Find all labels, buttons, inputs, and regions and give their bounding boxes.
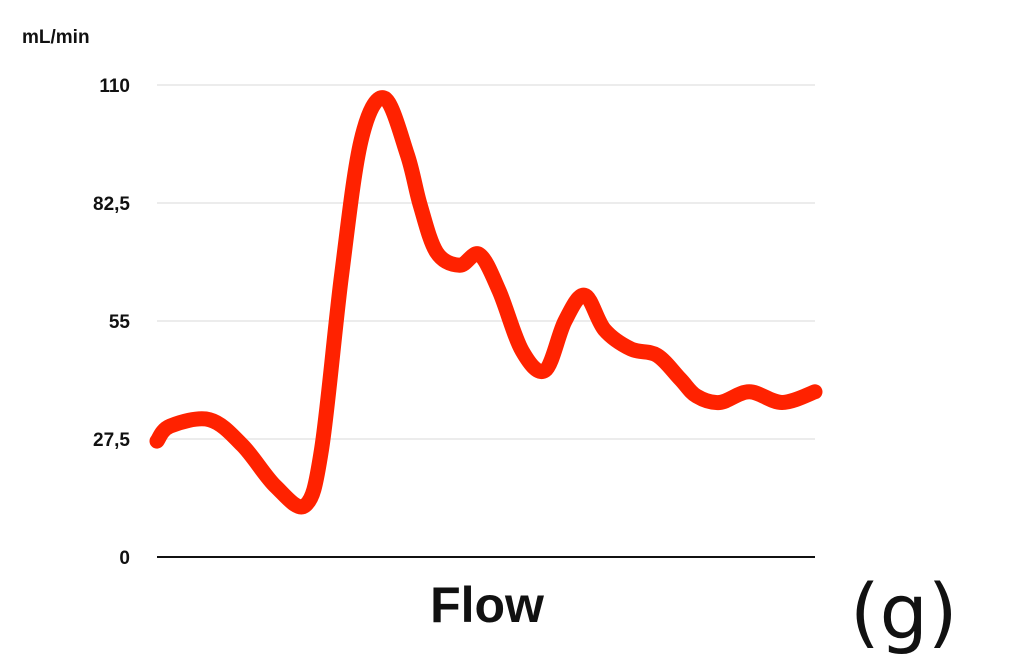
y-tick-label: 0 (119, 548, 130, 569)
y-tick-labels: 0 27,5 55 82,5 110 (93, 76, 130, 569)
y-tick-label: 55 (109, 312, 131, 333)
y-axis-unit-label: mL/min (22, 27, 90, 48)
flow-series-line (149, 90, 823, 515)
y-tick-label: 110 (99, 76, 130, 97)
y-tick-label: 27,5 (93, 430, 130, 451)
y-tick-label: 82,5 (93, 194, 130, 215)
panel-label: (g) (850, 567, 958, 656)
x-axis-title: Flow (430, 577, 544, 633)
y-gridlines (157, 84, 815, 440)
series-layer (149, 90, 823, 515)
